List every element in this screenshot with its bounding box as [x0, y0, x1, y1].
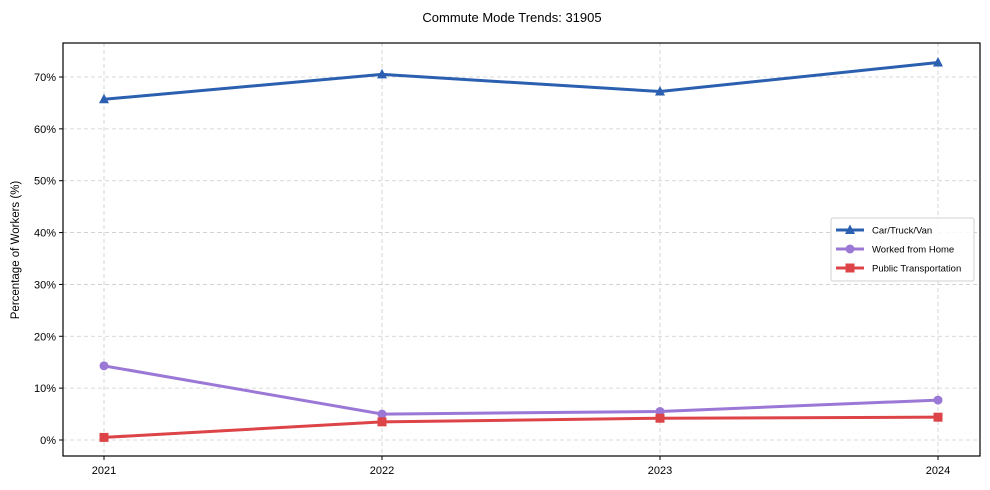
y-tick-label: 30% — [34, 279, 56, 291]
legend-item: Car/Truck/Van — [836, 224, 932, 237]
legend-item: Public Transportation — [836, 263, 961, 275]
x-tick-label: 2024 — [926, 465, 950, 477]
x-axis: 2021 2022 2023 2024 — [92, 456, 950, 477]
y-axis: 0% 10% 20% 30% 40% 50% 60% 70% — [34, 72, 63, 447]
series-public-transportation — [99, 412, 943, 442]
y-tick-label: 50% — [34, 176, 56, 188]
y-tick-label: 40% — [34, 228, 56, 240]
legend-label: Worked from Home — [872, 245, 954, 256]
plot-frame — [62, 42, 981, 457]
x-tick-label: 2022 — [370, 465, 394, 477]
y-tick-label: 0% — [40, 435, 56, 447]
y-tick-label: 10% — [34, 383, 56, 395]
legend-label: Car/Truck/Van — [872, 226, 932, 237]
y-tick-label: 70% — [34, 72, 56, 84]
y-tick-label: 60% — [34, 124, 56, 136]
series-worked-from-home — [99, 361, 943, 419]
y-tick-label: 20% — [34, 331, 56, 343]
y-axis-label: Percentage of Workers (%) — [10, 181, 22, 320]
data-series — [99, 56, 943, 442]
series-car-truck-van — [99, 56, 943, 104]
legend: Car/Truck/Van Worked from Home Public Tran… — [830, 217, 975, 282]
legend-label: Public Transportation — [872, 264, 961, 275]
chart-title: Commute Mode Trends: 31905 — [422, 10, 601, 25]
x-tick-label: 2023 — [648, 465, 672, 477]
legend-item: Worked from Home — [836, 244, 954, 256]
grid-lines — [63, 43, 980, 456]
x-tick-label: 2021 — [92, 465, 116, 477]
